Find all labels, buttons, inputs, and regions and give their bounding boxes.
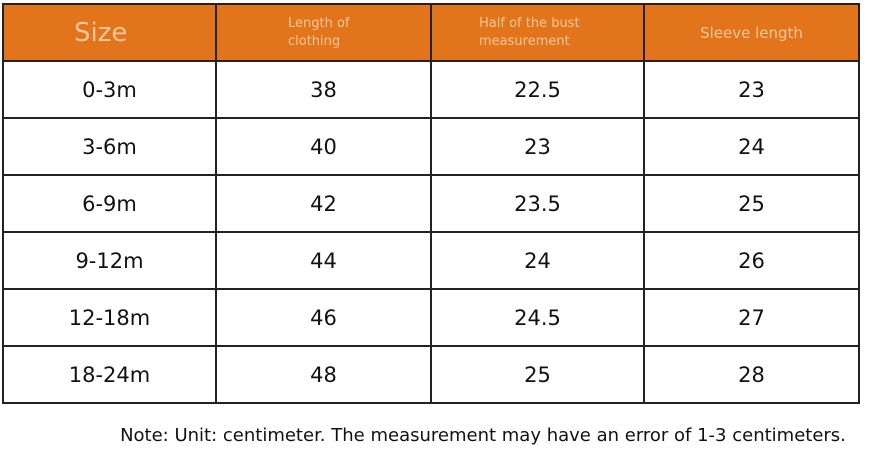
table-cell: 48 — [215, 345, 432, 404]
size-table: Size Length of clothing Half of the bust m… — [2, 3, 860, 404]
table-cell: 24 — [643, 117, 860, 176]
header-cell: Half of the bust measurement — [430, 3, 645, 62]
table-cell: 9-12m — [2, 231, 217, 290]
table-cell: 6-9m — [2, 174, 217, 233]
table-row: 0-3m 38 22.5 23 — [2, 60, 860, 119]
table-cell: 28 — [643, 345, 860, 404]
table-cell: 40 — [215, 117, 432, 176]
table-body: 0-3m 38 22.5 23 3-6m 40 23 24 6-9m 42 23.5 25 9-12m 4… — [2, 60, 860, 404]
header-cell: Size — [2, 3, 217, 62]
table-cell: 23 — [643, 60, 860, 119]
table-cell: 25 — [643, 174, 860, 233]
table-cell: 22.5 — [430, 60, 645, 119]
table-cell: 42 — [215, 174, 432, 233]
table-cell: 44 — [215, 231, 432, 290]
table-row: 12-18m 46 24.5 27 — [2, 288, 860, 347]
table-cell: 3-6m — [2, 117, 217, 176]
table-cell: 18-24m — [2, 345, 217, 404]
table-cell: 0-3m — [2, 60, 217, 119]
header-cell: Sleeve length — [643, 3, 860, 62]
table-row: 9-12m 44 24 26 — [2, 231, 860, 290]
table-cell: 25 — [430, 345, 645, 404]
table-cell: 27 — [643, 288, 860, 347]
header-cell: Length of clothing — [215, 3, 432, 62]
table-cell: 12-18m — [2, 288, 217, 347]
table-cell: 23.5 — [430, 174, 645, 233]
table-row: 6-9m 42 23.5 25 — [2, 174, 860, 233]
table-row: 18-24m 48 25 28 — [2, 345, 860, 404]
note: Note: Unit: centimeter. The measurement … — [120, 425, 846, 446]
table-cell: 24.5 — [430, 288, 645, 347]
table-cell: 26 — [643, 231, 860, 290]
header-row: Size Length of clothing Half of the bust m… — [2, 3, 860, 62]
table-row: 3-6m 40 23 24 — [2, 117, 860, 176]
table-cell: 38 — [215, 60, 432, 119]
table-cell: 24 — [430, 231, 645, 290]
table-cell: 23 — [430, 117, 645, 176]
table-cell: 46 — [215, 288, 432, 347]
